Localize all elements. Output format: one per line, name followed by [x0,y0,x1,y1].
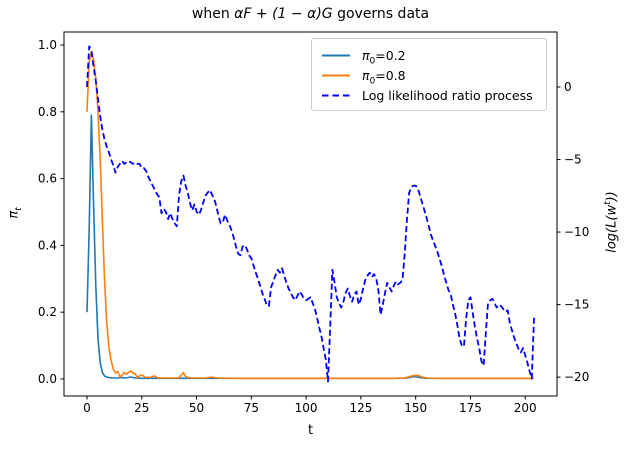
y-right-tick-label: 0 [564,80,572,94]
x-tick-label: 0 [83,401,91,415]
y-right-tick-label: −15 [564,298,589,312]
legend-line-sample-solid-blue [322,54,350,56]
y-left-tick-label: 0.6 [38,172,57,186]
x-tick-label: 150 [404,401,427,415]
x-tick-label: 100 [295,401,318,415]
chart-title-prefix: when [191,6,235,22]
y-right-tick-label: −5 [564,153,582,167]
x-tick-label: 200 [514,401,537,415]
chart-title: when αF + (1 − α)G governs data [64,6,557,22]
legend-item-log-likelihood-ratio: Log likelihood ratio process [321,85,538,105]
legend-line-sample-dashed-blue [322,94,350,96]
y-right-tick-label: −20 [564,370,589,384]
y-axis-label-right-prefix: log(L(w [604,204,620,253]
legend: π0=0.2 π0=0.8 Log likelihood ratio proce… [311,38,547,111]
series-line-2 [86,45,535,383]
legend-item-label: π0=0.8 [362,67,406,86]
x-tick-label: 75 [244,401,259,415]
y-left-tick-label: 0.0 [38,372,57,386]
y-axis-label-left-base: π [6,210,22,219]
y-axis-label-right: log(L(wt)) [603,191,620,253]
y-left-tick-label: 0.8 [38,105,57,119]
series-line-1 [86,50,534,380]
legend-item-label: Log likelihood ratio process [362,87,533,103]
x-tick-label: 125 [349,401,372,415]
x-tick-label: 25 [134,401,149,415]
y-left-tick-label: 0.4 [38,238,57,252]
legend-item-pi0-08: π0=0.8 [321,65,538,86]
y-left-tick-label: 1.0 [38,38,57,52]
series-line-0 [86,114,534,380]
y-left-tick-label: 0.2 [38,305,57,319]
legend-item-label: π0=0.2 [362,47,406,66]
y-axis-label-left-sub: t [14,207,25,211]
legend-line-sample-solid-orange [322,74,350,76]
x-axis-label: t [307,423,314,438]
x-tick-label: 50 [189,401,204,415]
y-axis-label-right-suffix: )) [604,191,620,202]
chart-title-suffix: governs data [332,6,430,22]
legend-item-pi0-02: π0=0.2 [321,45,538,66]
y-axis-label-right-sup: t [603,201,614,205]
y-right-tick-label: −10 [564,225,589,239]
x-tick-label: 175 [459,401,482,415]
chart-title-math: αF + (1 − α)G [234,6,333,22]
y-axis-label-left: πt [6,207,25,219]
axes-spines [63,31,558,397]
